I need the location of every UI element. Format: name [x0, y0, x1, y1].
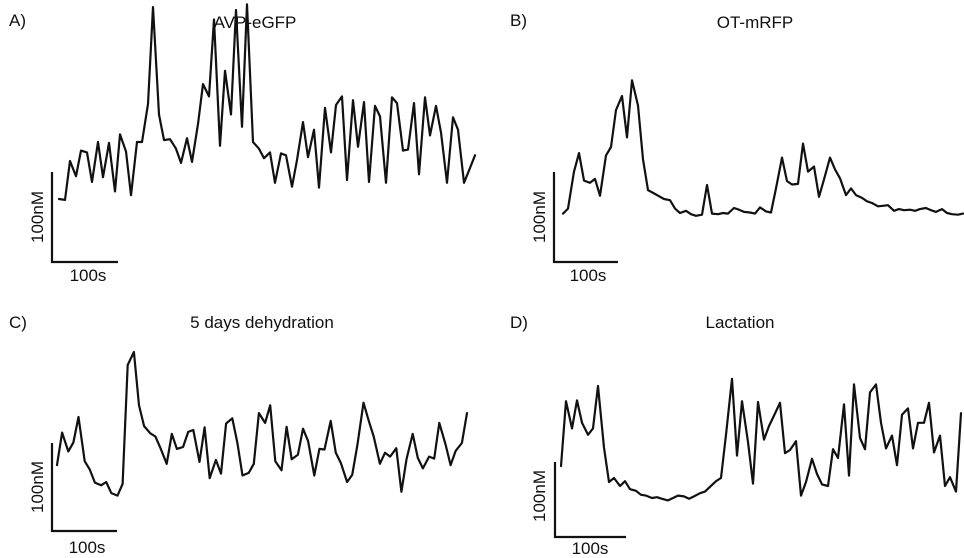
scale-x-label-a: 100s [70, 266, 107, 285]
trace-line-d [559, 377, 963, 502]
panel-title-d: Lactation [706, 313, 775, 332]
scale-x-label-b: 100s [570, 266, 607, 285]
scale-bar-c [50, 443, 117, 533]
scale-bar-a [50, 172, 118, 264]
scale-bar-b [552, 172, 618, 264]
scale-y-label-c: 100nM [28, 461, 47, 513]
panel-label-d: D) [510, 313, 528, 332]
panel-label-b: B) [510, 11, 527, 30]
panel-label-a: A) [9, 11, 26, 30]
scale-x-label-d: 100s [572, 539, 609, 558]
panel-b: B) OT-mRFP 100nM 100s [510, 11, 964, 285]
trace-line-c [55, 350, 469, 497]
panel-a: A) AVP-eGFP 100nM 100s [9, 3, 477, 285]
scale-x-label-c: 100s [69, 538, 106, 557]
trace-line-b [561, 79, 964, 217]
panel-title-c: 5 days dehydration [190, 313, 334, 332]
panel-title-b: OT-mRFP [717, 13, 794, 32]
panel-c: C) 5 days dehydration 100nM 100s [9, 313, 469, 557]
scale-y-label-a: 100nM [28, 191, 47, 243]
scale-y-label-d: 100nM [530, 470, 549, 522]
panel-d: D) Lactation 100nM 100s [510, 313, 963, 558]
scale-y-label-b: 100nM [530, 191, 549, 243]
trace-line-a [57, 3, 477, 201]
panel-title-a: AVP-eGFP [214, 13, 297, 32]
panel-label-c: C) [9, 313, 27, 332]
scale-bar-d [553, 462, 626, 539]
